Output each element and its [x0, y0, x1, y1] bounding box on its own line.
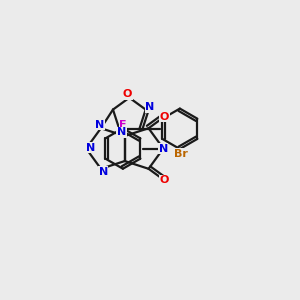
Text: F: F	[119, 120, 127, 130]
Text: N: N	[86, 143, 95, 153]
Text: O: O	[160, 175, 169, 185]
Text: N: N	[117, 128, 126, 137]
Text: O: O	[123, 89, 132, 99]
Text: N: N	[99, 167, 108, 177]
Text: Br: Br	[174, 149, 188, 159]
Text: N: N	[145, 102, 154, 112]
Text: N: N	[159, 143, 168, 154]
Text: N: N	[95, 120, 105, 130]
Text: O: O	[160, 112, 169, 122]
